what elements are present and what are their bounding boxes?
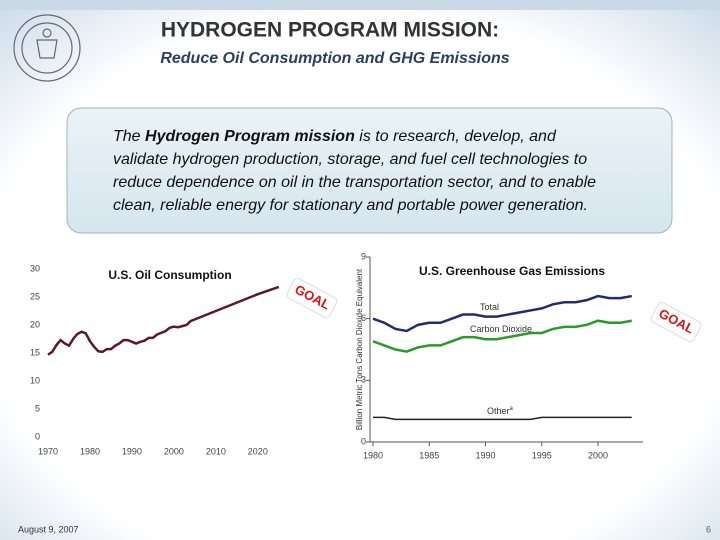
x-tick-label: 2020: [248, 446, 268, 456]
series-label-text: Total: [480, 302, 499, 312]
y-tick-label: 20: [30, 319, 40, 329]
series-label-text: Carbon Dioxide: [470, 324, 532, 334]
title: HYDROGEN PROGRAM MISSION:: [161, 19, 499, 42]
series-label-text: Other: [487, 406, 510, 416]
mission-emphasis: Hydrogen Program mission: [145, 128, 355, 145]
y-tick-label: 15: [30, 347, 40, 357]
y-tick-label: 6: [361, 313, 366, 323]
mission-line: The Hydrogen Program mission is to resea…: [113, 128, 557, 145]
x-tick-label: 1990: [122, 446, 142, 456]
mission-text: The: [113, 128, 145, 145]
series-line: [373, 416, 632, 421]
x-tick-label: 1980: [363, 450, 383, 460]
x-tick-label: 1980: [80, 446, 100, 456]
y-axis-label: Billion Metric Tons Carbon Dioxide Equiv…: [355, 268, 364, 430]
series-label: Carbon Dioxide: [470, 324, 532, 334]
x-tick-label: 1990: [475, 450, 495, 460]
mission-line: clean, reliable energy for stationary an…: [113, 197, 588, 214]
page-number: 6: [706, 524, 711, 534]
mission-box: [66, 107, 673, 234]
series-line: [372, 319, 632, 353]
series-label: Othera: [487, 406, 514, 417]
series-label: Total: [480, 302, 499, 312]
series-line: [47, 285, 280, 356]
subtitle: Reduce Oil Consumption and GHG Emissions: [160, 50, 509, 67]
y-tick-label: 5: [35, 403, 40, 413]
x-tick-label: 1985: [419, 450, 439, 460]
y-tick-label: 9: [361, 251, 366, 261]
y-tick-label: 30: [30, 263, 40, 273]
mission-text: is to research, develop, and: [355, 128, 557, 145]
x-tick-label: 2000: [164, 446, 184, 456]
chart-title: U.S. Oil Consumption: [108, 268, 231, 282]
y-tick-label: 10: [30, 375, 40, 385]
mission-line: reduce dependence on oil in the transpor…: [113, 174, 596, 191]
goal-background: [286, 277, 338, 319]
mission-line: validate hydrogen production, storage, a…: [113, 151, 587, 168]
series-line: [372, 294, 632, 333]
series-label-note: a: [510, 406, 514, 412]
x-tick-label: 1995: [532, 450, 552, 460]
logo: [13, 14, 81, 82]
footer-date: August 9, 2007: [18, 524, 79, 534]
goal-background: [650, 301, 702, 343]
top-band: [0, 0, 720, 10]
y-tick-label: 0: [361, 436, 366, 446]
x-tick-label: 2010: [206, 446, 226, 456]
y-tick-label: 3: [361, 375, 366, 385]
x-tick-label: 2000: [588, 450, 608, 460]
y-tick-label: 0: [35, 431, 40, 441]
y-tick-label: 25: [30, 291, 40, 301]
chart-title: U.S. Greenhouse Gas Emissions: [419, 264, 605, 278]
x-tick-label: 1970: [38, 446, 58, 456]
